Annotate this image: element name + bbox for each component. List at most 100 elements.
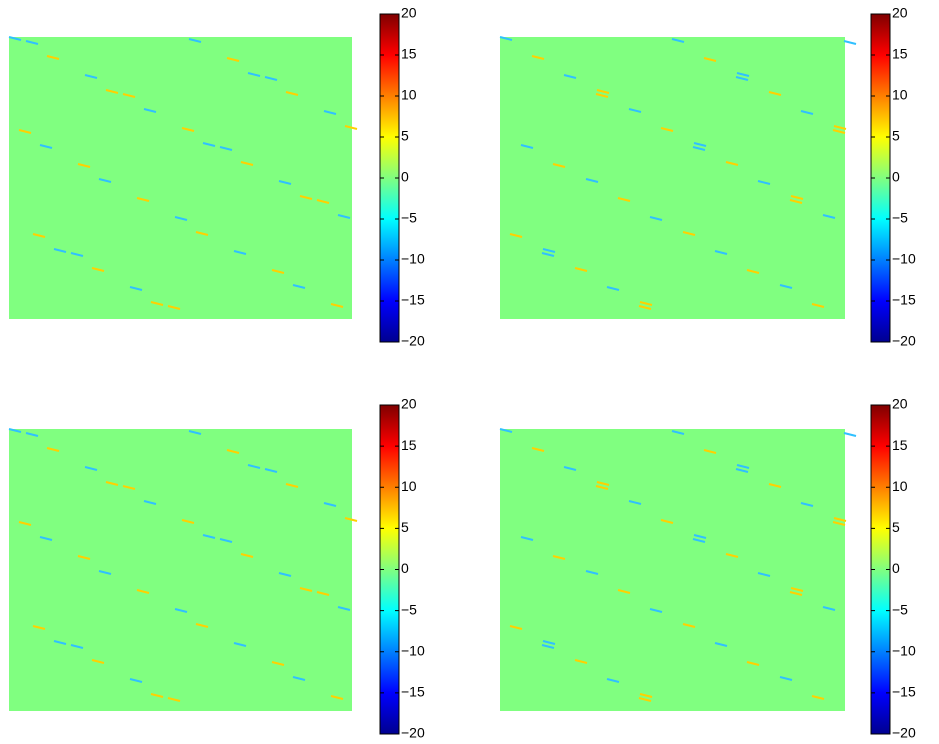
image-texture bbox=[188, 38, 202, 43]
image-texture bbox=[639, 301, 653, 306]
colorbar-tick-label: 5 bbox=[892, 519, 900, 535]
residual-image bbox=[9, 429, 352, 711]
image-texture bbox=[509, 233, 523, 238]
image-texture bbox=[542, 640, 556, 645]
image-texture bbox=[271, 269, 285, 274]
residual-image bbox=[500, 37, 845, 319]
image-texture bbox=[617, 197, 631, 202]
image-texture bbox=[596, 481, 610, 486]
image-texture bbox=[105, 481, 119, 486]
image-texture bbox=[790, 195, 804, 200]
image-texture bbox=[649, 216, 663, 221]
colorbar-tick-label: −15 bbox=[892, 292, 916, 308]
image-texture bbox=[32, 233, 46, 238]
image-texture bbox=[671, 430, 685, 435]
image-texture bbox=[779, 284, 793, 289]
image-texture bbox=[39, 144, 53, 149]
image-texture bbox=[181, 519, 195, 524]
image-texture bbox=[541, 252, 555, 257]
image-texture bbox=[233, 642, 247, 647]
image-texture bbox=[800, 110, 814, 115]
colorbar-tick-label: −20 bbox=[892, 333, 916, 349]
image-texture bbox=[188, 430, 202, 435]
image-texture bbox=[693, 534, 707, 539]
colorbar-tick-label: −10 bbox=[401, 642, 425, 658]
image-texture bbox=[202, 142, 216, 147]
image-texture bbox=[660, 127, 674, 132]
image-texture bbox=[822, 606, 836, 611]
image-texture bbox=[129, 286, 143, 291]
image-texture bbox=[136, 589, 150, 594]
colorbar-tick-label: −5 bbox=[401, 601, 417, 617]
image-texture bbox=[596, 89, 610, 94]
image-texture bbox=[91, 659, 105, 664]
colorbar-tick-label: 15 bbox=[401, 437, 417, 453]
image-texture bbox=[563, 74, 577, 79]
colorbar-tick-label: −10 bbox=[892, 642, 916, 658]
image-texture bbox=[337, 606, 351, 611]
colorbar-tick-label: 20 bbox=[401, 396, 417, 412]
image-texture bbox=[692, 146, 706, 151]
image-texture bbox=[337, 214, 351, 219]
image-texture bbox=[638, 305, 652, 310]
image-texture bbox=[32, 625, 46, 630]
image-texture bbox=[247, 72, 261, 77]
image-texture bbox=[531, 55, 545, 60]
image-texture bbox=[150, 693, 164, 698]
image-texture bbox=[98, 570, 112, 575]
image-texture bbox=[25, 432, 39, 437]
image-texture bbox=[18, 129, 32, 134]
colorbar-tick-label: 10 bbox=[401, 87, 417, 103]
image-texture bbox=[299, 195, 313, 200]
image-texture bbox=[843, 40, 857, 45]
image-texture bbox=[520, 144, 534, 149]
image-texture bbox=[703, 449, 717, 454]
image-texture bbox=[240, 161, 254, 166]
image-texture bbox=[344, 517, 358, 522]
colorbar-tick-label: 0 bbox=[401, 169, 409, 185]
image-texture bbox=[323, 502, 337, 507]
image-texture bbox=[46, 447, 60, 452]
image-texture bbox=[285, 91, 299, 96]
image-texture bbox=[833, 517, 847, 522]
image-texture bbox=[671, 38, 685, 43]
image-texture bbox=[299, 587, 313, 592]
image-texture bbox=[606, 286, 620, 291]
image-texture bbox=[122, 93, 136, 98]
image-texture bbox=[649, 608, 663, 613]
image-texture bbox=[811, 303, 825, 308]
image-texture bbox=[18, 521, 32, 526]
image-texture bbox=[789, 591, 803, 596]
colorbar-tick-label: −20 bbox=[401, 333, 425, 349]
image-texture bbox=[195, 231, 209, 236]
image-texture bbox=[617, 589, 631, 594]
image-texture bbox=[292, 676, 306, 681]
image-texture bbox=[39, 536, 53, 541]
image-texture bbox=[574, 659, 588, 664]
colorbar-tick-label: 5 bbox=[401, 519, 409, 535]
image-texture bbox=[53, 640, 67, 645]
image-texture bbox=[195, 623, 209, 628]
image-texture bbox=[499, 428, 513, 433]
colorbar-tick-label: 15 bbox=[892, 437, 908, 453]
image-texture bbox=[735, 468, 749, 473]
image-texture bbox=[790, 587, 804, 592]
image-texture bbox=[628, 108, 642, 113]
image-texture bbox=[136, 197, 150, 202]
image-texture bbox=[70, 644, 84, 649]
colorbar-tick-label: 10 bbox=[892, 478, 908, 494]
image-texture bbox=[757, 572, 771, 577]
colorbar-tick-label: −10 bbox=[401, 251, 425, 267]
colorbar-tick-label: 5 bbox=[401, 128, 409, 144]
colorbar-tick-label: 10 bbox=[401, 478, 417, 494]
image-texture bbox=[278, 180, 292, 185]
image-texture bbox=[271, 661, 285, 666]
colorbar-tick-label: 5 bbox=[892, 128, 900, 144]
image-texture bbox=[226, 449, 240, 454]
image-texture bbox=[746, 269, 760, 274]
image-texture bbox=[682, 231, 696, 236]
image-texture bbox=[552, 555, 566, 560]
image-texture bbox=[800, 502, 814, 507]
image-texture bbox=[219, 146, 233, 151]
image-texture bbox=[703, 57, 717, 62]
